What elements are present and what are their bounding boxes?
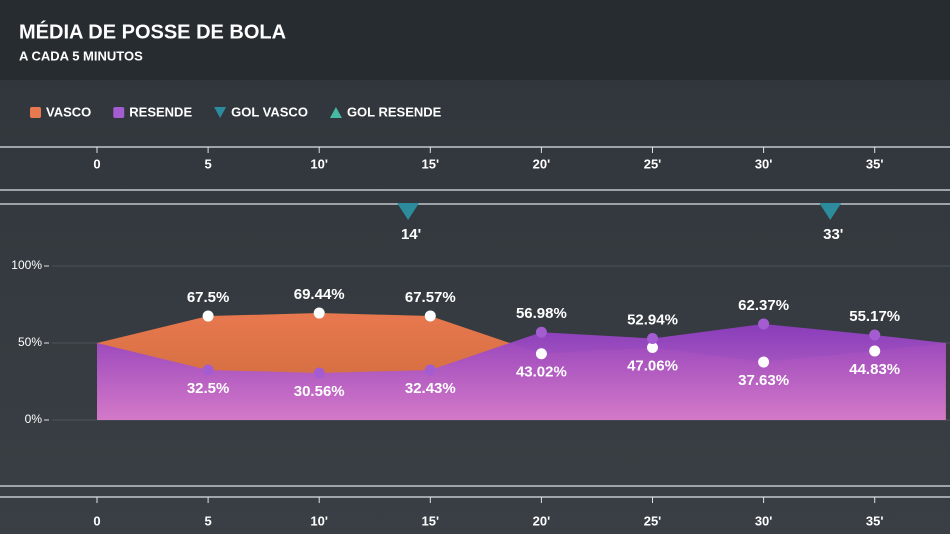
x-tick-label: 25' (644, 513, 662, 528)
data-label: 47.06% (627, 357, 678, 374)
header (0, 0, 950, 80)
data-label: 69.44% (294, 286, 345, 303)
data-label: 30.56% (294, 383, 345, 400)
data-label: 52.94% (627, 311, 678, 328)
legend-label: GOL RESENDE (347, 104, 442, 119)
x-tick-label: 20' (533, 513, 551, 528)
x-tick-label: 10' (310, 513, 328, 528)
legend-label: RESENDE (129, 104, 192, 119)
data-point (758, 318, 770, 330)
x-tick-label: 20' (533, 156, 551, 171)
data-label: 56.98% (516, 305, 567, 322)
x-tick-label: 35' (866, 513, 884, 528)
y-tick-label: 0% (25, 412, 43, 426)
x-tick-label: 0 (93, 156, 100, 171)
frame-lines (0, 146, 950, 498)
data-point (202, 310, 214, 322)
x-tick-label: 5 (204, 513, 211, 528)
data-label: 62.37% (738, 297, 789, 314)
x-tick-label: 15' (422, 156, 440, 171)
data-point (202, 364, 214, 376)
data-point (869, 345, 881, 357)
data-point (535, 348, 547, 360)
x-tick-label: 30' (755, 513, 773, 528)
data-point (424, 364, 436, 376)
legend-swatch (113, 107, 125, 118)
y-tick-label: 50% (18, 335, 42, 349)
data-label: 37.63% (738, 372, 789, 389)
y-tick-label: 100% (11, 258, 42, 272)
x-tick-label: 30' (755, 156, 773, 171)
chart-title: MÉDIA DE POSSE DE BOLA (19, 20, 286, 43)
x-tick-label: 10' (310, 156, 328, 171)
goal-marker (397, 203, 420, 220)
data-label: 67.57% (405, 289, 456, 306)
data-point (869, 329, 881, 341)
goal-label: 14' (401, 226, 421, 243)
x-tick-label: 5 (204, 156, 211, 171)
data-point (313, 307, 325, 319)
data-point (647, 342, 658, 354)
data-label: 55.17% (849, 308, 900, 325)
goal-marker (819, 203, 842, 220)
data-label: 43.02% (516, 364, 567, 381)
data-point (647, 332, 658, 344)
data-point (535, 326, 547, 338)
area (97, 323, 946, 420)
data-label: 67.5% (187, 289, 230, 306)
legend-marker (329, 107, 342, 118)
legend-marker (214, 107, 227, 118)
x-tick-label: 15' (422, 513, 440, 528)
x-tick-label: 25' (644, 156, 662, 171)
data-label: 32.5% (187, 380, 230, 397)
data-point (313, 367, 325, 379)
goal-label: 33' (823, 226, 843, 243)
chart-subtitle: A CADA 5 MINUTOS (19, 48, 143, 63)
legend-label: GOL VASCO (231, 104, 308, 119)
legend-swatch (30, 107, 41, 118)
data-label: 32.43% (405, 380, 456, 397)
data-label: 44.83% (849, 361, 900, 378)
legend-label: VASCO (46, 104, 91, 119)
data-point (758, 356, 770, 368)
data-point (424, 310, 436, 322)
x-tick-label: 35' (866, 156, 884, 171)
x-tick-label: 0 (93, 513, 100, 528)
